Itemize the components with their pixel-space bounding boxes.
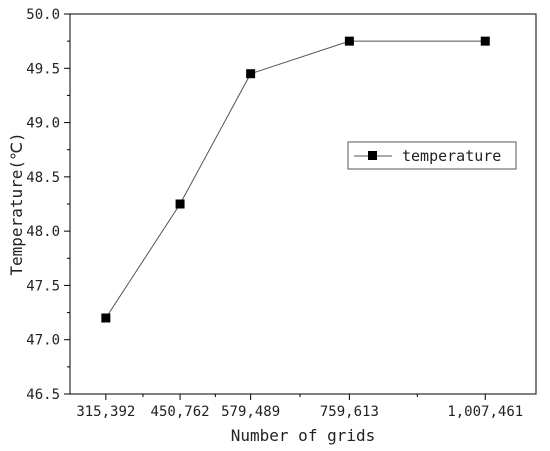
legend-marker [368, 151, 377, 160]
data-point [246, 69, 256, 79]
y-tick-label: 48.0 [26, 224, 60, 240]
y-tick-label: 48.5 [26, 170, 60, 186]
y-tick-label: 50.0 [26, 7, 60, 23]
y-axis-ticks: 46.5 47.0 47.5 48.0 48.5 49.0 49.5 50.0 [26, 7, 70, 403]
x-tick-label: 759,613 [320, 404, 379, 420]
x-axis-label: Number of grids [231, 426, 376, 445]
y-tick-label: 47.5 [26, 278, 60, 294]
x-tick-label: 579,489 [221, 404, 280, 420]
series-line [105, 40, 486, 319]
plot-frame [69, 13, 537, 395]
data-point [175, 199, 185, 209]
x-tick-label: 450,762 [151, 404, 210, 420]
legend-label: temperature [402, 147, 501, 165]
series-layer [101, 36, 490, 323]
data-point [101, 313, 111, 323]
y-tick-label: 49.5 [26, 61, 60, 77]
x-axis-ticks: 315,392 450,762 579,489 759,613 1,007,461 [76, 394, 523, 420]
data-point [344, 36, 354, 46]
x-tick-label: 315,392 [76, 404, 135, 420]
y-tick-label: 47.0 [26, 333, 60, 349]
y-axis-label: Temperature(℃) [7, 132, 26, 275]
x-tick-label: 1,007,461 [447, 404, 523, 420]
y-tick-label: 46.5 [26, 387, 60, 403]
y-tick-label: 49.0 [26, 116, 60, 132]
legend: temperature [347, 141, 517, 170]
data-point [480, 36, 490, 46]
